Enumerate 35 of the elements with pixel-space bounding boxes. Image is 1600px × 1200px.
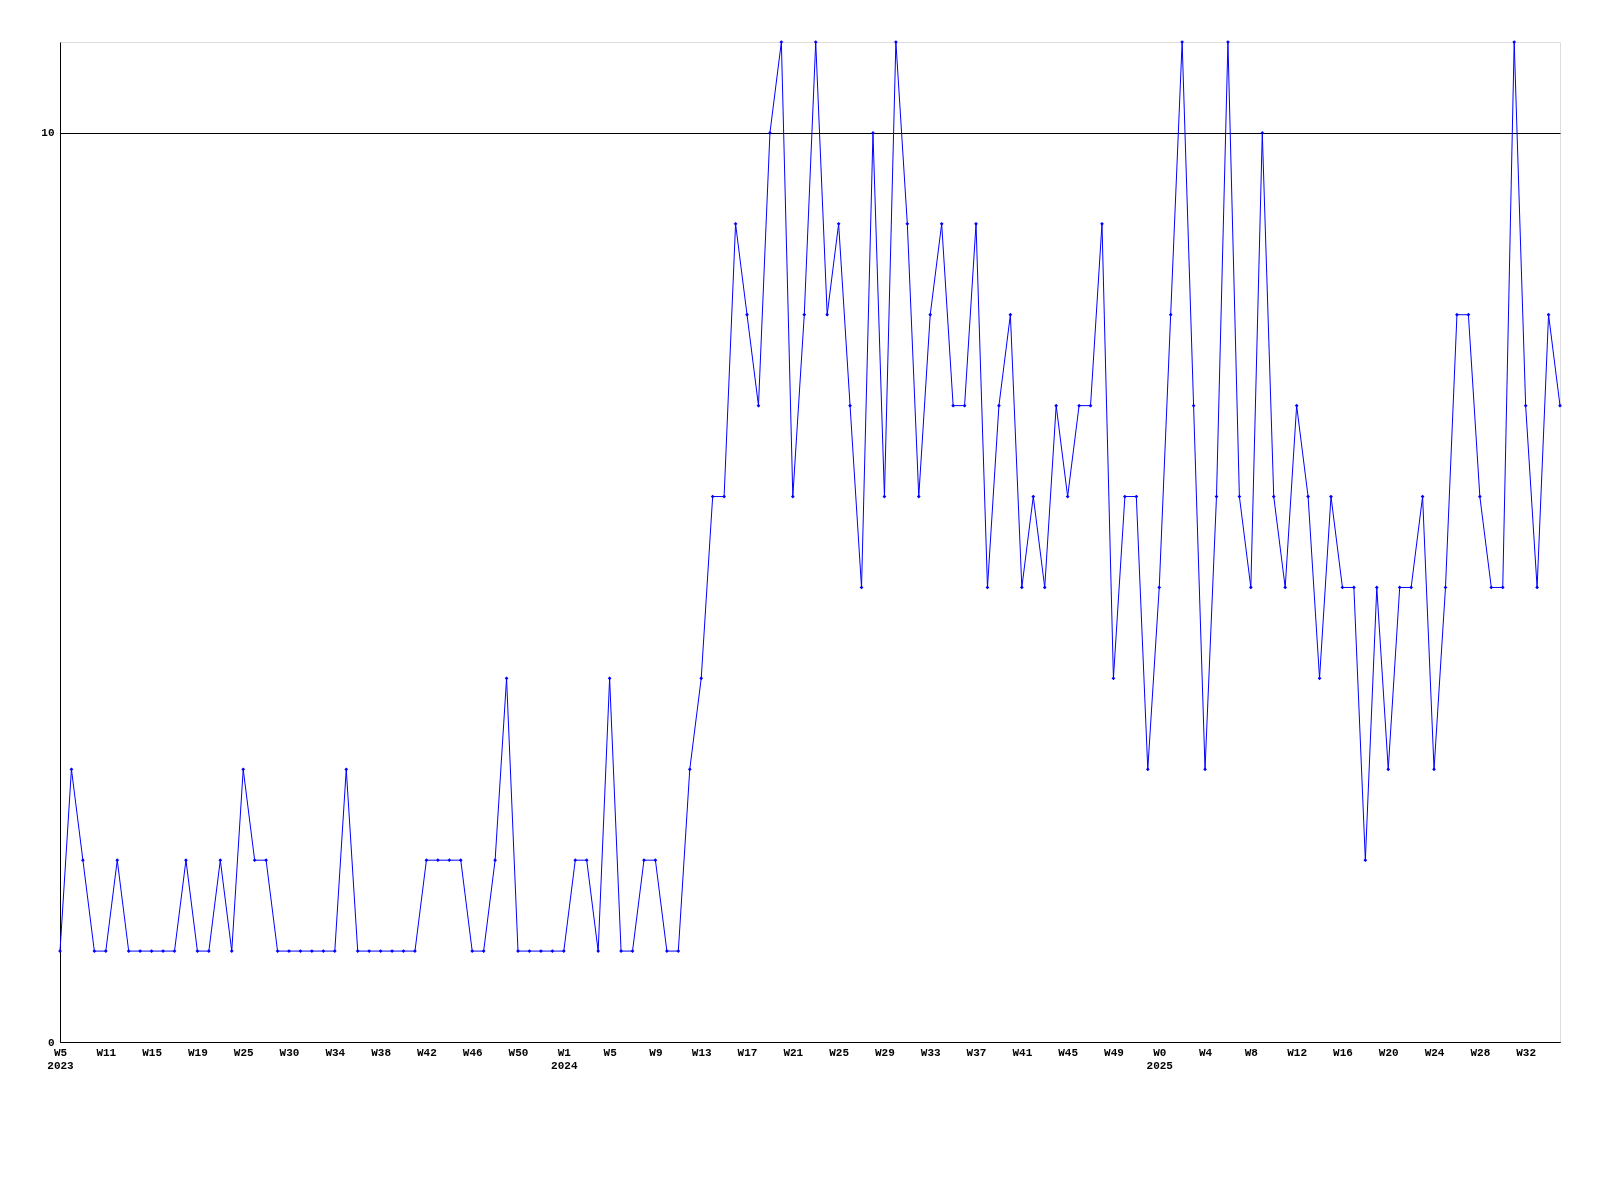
x-tick-label: W50: [508, 1046, 529, 1059]
x-tick-label: W28: [1470, 1046, 1491, 1059]
x-tick-label: W20: [1378, 1046, 1399, 1059]
x-tick-label: W37: [966, 1046, 987, 1059]
x-tick-label: W38: [371, 1046, 392, 1059]
x-tick-label: W34: [325, 1046, 346, 1059]
x-tick-label: W12: [1287, 1046, 1308, 1059]
x-tick-label: W42: [417, 1046, 437, 1059]
x-tick-label: W0 2025: [1146, 1046, 1174, 1072]
x-tick-label: W46: [462, 1046, 483, 1059]
x-tick-label: W29: [875, 1046, 895, 1059]
x-tick-label: W8: [1244, 1046, 1259, 1059]
x-tick-label: W5 2023: [47, 1046, 75, 1072]
x-tick-label: W25: [829, 1046, 850, 1059]
x-tick-label: W24: [1424, 1046, 1445, 1059]
x-tick-label: W41: [1012, 1046, 1033, 1059]
x-tick-label: W17: [737, 1046, 758, 1059]
x-tick-label: W21: [783, 1046, 804, 1059]
x-tick-label: W16: [1333, 1046, 1353, 1059]
x-tick-label: W5: [603, 1046, 618, 1059]
x-tick-label: W30: [279, 1046, 300, 1059]
x-tick-label: W1 2024: [551, 1046, 578, 1072]
y-tick-label: 10: [41, 127, 55, 140]
x-tick-label: W9: [649, 1046, 663, 1059]
x-tick-label: W49: [1104, 1046, 1124, 1059]
x-tick-label: W11: [96, 1046, 117, 1059]
x-tick-label: W45: [1058, 1046, 1079, 1059]
x-tick-label: W19: [188, 1046, 208, 1059]
x-tick-label: W15: [142, 1046, 163, 1059]
x-tick-label: W13: [691, 1046, 713, 1059]
x-tick-label: W4: [1198, 1046, 1213, 1059]
y-tick-label: 0: [47, 1036, 55, 1049]
x-tick-label: W33: [920, 1046, 942, 1059]
x-tick-label: W25: [233, 1046, 254, 1059]
x-tick-label: W32: [1516, 1046, 1537, 1059]
